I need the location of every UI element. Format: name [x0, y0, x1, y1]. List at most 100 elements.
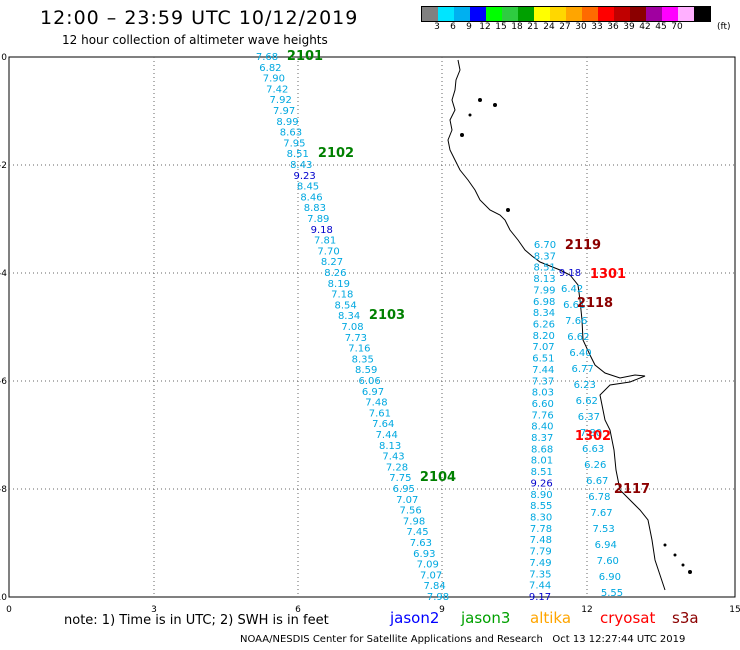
track-right-value: 6.37	[578, 412, 600, 423]
color-swatch	[646, 7, 662, 21]
track-mid-value: 8.34	[533, 308, 555, 319]
track-left-value: 7.90	[263, 74, 285, 85]
color-swatch	[662, 7, 678, 21]
color-swatch	[598, 7, 614, 21]
color-scale-label: 33	[591, 22, 603, 32]
pass-number-label: 2117	[614, 482, 650, 497]
track-left-value: 7.44	[376, 430, 398, 441]
track-left-value: 7.92	[270, 95, 292, 106]
track-right-value: 7.66	[565, 316, 587, 327]
track-left-value: 8.99	[276, 117, 298, 128]
coast-islands	[460, 98, 692, 574]
color-scale-label: 45	[655, 22, 667, 32]
color-swatch	[502, 7, 518, 21]
track-mid-value: 7.44	[529, 581, 551, 592]
track-left-value: 7.68	[256, 52, 278, 63]
color-swatch	[422, 7, 438, 21]
track-mid-value: 7.99	[533, 285, 555, 296]
color-swatch	[518, 7, 534, 21]
satellite-s3a: s3a	[672, 609, 699, 627]
track-right-value: 6.77	[571, 364, 593, 375]
track-left-value: 7.48	[365, 398, 387, 409]
track-mid-value: 8.51	[534, 263, 556, 274]
track-left-value: 7.98	[427, 592, 449, 603]
track-mid-value: 9.17	[529, 592, 551, 603]
track-left-value: 7.08	[341, 322, 363, 333]
track-left-value: 7.73	[345, 333, 367, 344]
pass-number-label: 1302	[575, 429, 611, 444]
x-tick-label: 15	[729, 605, 740, 615]
track-left-value: 7.98	[403, 516, 425, 527]
pass-number-label: 2103	[369, 308, 405, 323]
track-right-value: 6.78	[588, 492, 610, 503]
track-mid-value: 8.51	[531, 467, 553, 478]
color-scale-legend	[421, 6, 711, 22]
x-tick-label: 12	[581, 605, 592, 615]
track-mid-value: 6.98	[533, 297, 555, 308]
color-scale-label: 42	[639, 22, 651, 32]
track-right-value: 9.18	[559, 268, 581, 279]
track-left-value: 7.64	[372, 419, 394, 430]
track-mid-value: 6.51	[532, 354, 554, 365]
track-mid-value: 7.07	[532, 342, 554, 353]
pass-number-label: 2104	[420, 470, 456, 485]
satellite-jason3: jason3	[461, 609, 511, 627]
chart-subtitle: 12 hour collection of altimeter wave hei…	[62, 33, 328, 47]
color-swatch	[454, 7, 470, 21]
color-scale-label: 36	[607, 22, 619, 32]
track-left-value: 7.07	[420, 570, 442, 581]
track-left-value: 7.75	[389, 473, 411, 484]
track-mid-value: 7.35	[529, 569, 551, 580]
color-scale-label: 18	[511, 22, 523, 32]
color-scale-label: 15	[495, 22, 507, 32]
y-tick-label: 0	[1, 53, 7, 63]
color-scale-label: 30	[575, 22, 587, 32]
track-left-value: 6.93	[413, 549, 435, 560]
credit-timestamp: Oct 13 12:27:44 UTC 2019	[552, 634, 686, 645]
track-mid-value: 7.44	[532, 365, 554, 376]
track-left-value: 8.63	[280, 128, 302, 139]
track-left-value: 7.61	[369, 408, 391, 419]
satellite-altika: altika	[530, 609, 572, 627]
track-right-value: 6.94	[595, 540, 617, 551]
track-mid-value: 8.40	[531, 422, 553, 433]
track-mid-value: 7.78	[530, 524, 552, 535]
track-right-value: 6.62	[567, 332, 589, 343]
x-tick-label: 0	[6, 605, 12, 615]
track-mid-value: 8.03	[532, 388, 554, 399]
track-left-value: 8.26	[324, 268, 346, 279]
track-left-value: 7.45	[406, 527, 428, 538]
y-tick-label: -6	[0, 377, 7, 387]
track-mid-value: 8.68	[531, 444, 553, 455]
y-tick-label: -4	[0, 269, 7, 279]
track-left-value: 8.45	[297, 182, 319, 193]
track-right-value: 6.40	[569, 348, 591, 359]
color-swatch	[630, 7, 646, 21]
color-swatch	[566, 7, 582, 21]
chart-title: 12:00 – 23:59 UTC 10/12/2019	[40, 7, 359, 29]
track-right-value: 6.67	[586, 476, 608, 487]
track-mid-value: 6.70	[534, 240, 556, 251]
satellite-jason2: jason2	[390, 609, 440, 627]
track-right-value: 6.26	[584, 460, 606, 471]
track-left-value: 8.35	[352, 354, 374, 365]
track-left-value: 7.28	[386, 462, 408, 473]
x-tick-label: 9	[439, 605, 445, 615]
track-left-value: 8.83	[304, 203, 326, 214]
track-mid-value: 8.13	[533, 274, 555, 285]
track-left-value: 7.07	[396, 495, 418, 506]
track-mid-value: 8.90	[530, 490, 552, 501]
track-left-value: 9.18	[311, 225, 333, 236]
track-left-value: 7.16	[348, 344, 370, 355]
track-mid-value: 8.37	[531, 433, 553, 444]
color-scale-label: 12	[479, 22, 491, 32]
color-scale-label: 39	[623, 22, 635, 32]
track-right-value: 5.55	[601, 588, 623, 599]
track-left-value: 7.70	[317, 246, 339, 257]
track-right-value: 6.62	[576, 396, 598, 407]
y-tick-label: -2	[0, 161, 7, 171]
pass-number-label: 1301	[590, 267, 626, 282]
y-tick-label: -10	[0, 593, 7, 603]
color-swatch	[534, 7, 550, 21]
color-scale-label: 27	[559, 22, 571, 32]
